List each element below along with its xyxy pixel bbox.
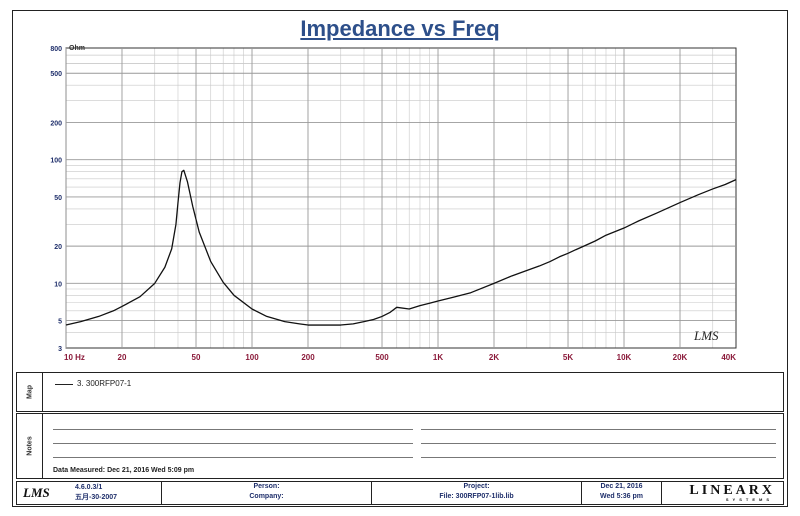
chart-frame (12, 10, 788, 507)
x-tick-label: 10K (617, 353, 632, 362)
x-tick-label: 2K (489, 353, 499, 362)
x-tick-label: 200 (301, 353, 315, 362)
person-label: Person: (253, 483, 280, 490)
y-tick-label: 500 (50, 71, 62, 78)
y-tick-label: 20 (54, 244, 62, 251)
x-tick-label: 1K (433, 353, 443, 362)
version: 4.6.0.3/1 (75, 484, 103, 491)
x-tick-label: 20K (673, 353, 688, 362)
x-tick-label: 100 (245, 353, 259, 362)
notes-line (53, 443, 413, 444)
footer-project-cell: Project: File: 300RFP07-1lib.lib (372, 482, 582, 504)
x-tick-label: 20 (118, 353, 127, 362)
lms-logo: LMS (23, 485, 50, 500)
footer-date-cell: Dec 21, 2016 Wed 5:36 pm (582, 482, 662, 504)
major-grid (65, 47, 737, 349)
linearx-subtitle: SYSTEMS (725, 497, 773, 502)
impedance-curve (65, 169, 737, 326)
y-tick-label: 800 (50, 46, 62, 53)
notes-label: Notes (26, 436, 33, 456)
tick-labels: 10 Hz 20 50 100 200 500 1K 2K 5K 10K 20K 40K 3 5 10 20 5… (50, 46, 736, 362)
x-tick-label: 500 (375, 353, 389, 362)
data-measured: Data Measured: Dec 21, 2016 Wed 5:09 pm (53, 467, 195, 474)
notes-line (421, 457, 776, 458)
footer-bar: LMS 4.6.0.3/1 五月-30-2007 Person: Company… (16, 481, 784, 505)
x-tick-label: 10 Hz (64, 353, 85, 362)
footer-person-cell: Person: Company: (162, 482, 372, 504)
company-label: Company: (249, 493, 284, 500)
y-axis-label: Ohm (69, 45, 85, 52)
chart-title: Impedance vs Freq (300, 16, 500, 41)
version-date: 五月-30-2007 (75, 494, 118, 501)
x-tick-label: 40K (721, 353, 736, 362)
y-tick-label: 50 (54, 195, 62, 202)
y-tick-label: 5 (58, 319, 62, 326)
lms-watermark: LMS (693, 328, 719, 343)
y-tick-label: 3 (58, 346, 62, 353)
y-tick-label: 10 (54, 281, 62, 288)
legend-swatch (55, 384, 73, 385)
footer-version-cell: LMS 4.6.0.3/1 五月-30-2007 (17, 482, 162, 504)
y-tick-label: 200 (50, 120, 62, 127)
notes-panel: Notes Data Measured: Dec 21, 2016 Wed 5:… (16, 413, 784, 479)
notes-side-label: Notes (17, 414, 43, 478)
x-tick-label: 50 (192, 353, 201, 362)
linearx-logo: LINEARX (689, 483, 775, 498)
footer-date: Dec 21, 2016 (600, 483, 643, 490)
minor-grid (66, 47, 737, 349)
map-side-label: Map (17, 373, 43, 411)
series-group (65, 169, 737, 326)
notes-line (421, 429, 776, 430)
plot-border (65, 47, 737, 349)
footer-day-time: Wed 5:36 pm (599, 493, 644, 500)
chart-area: 10 Hz 20 50 100 200 500 1K 2K 5K 10K 20K 40K 3 5 10 20 5… (16, 44, 784, 366)
y-tick-label: 100 (50, 158, 62, 165)
file-label: File: 300RFP07-1lib.lib (439, 493, 514, 500)
x-tick-label: 5K (563, 353, 573, 362)
notes-line (53, 457, 413, 458)
project-label: Project: (463, 483, 490, 490)
map-panel: Map 3. 300RFP07-1 (16, 372, 784, 412)
impedance-chart: 10 Hz 20 50 100 200 500 1K 2K 5K 10K 20K 40K 3 5 10 20 5… (50, 45, 737, 362)
map-label: Map (26, 385, 33, 399)
notes-line (421, 443, 776, 444)
legend-entry[interactable]: 3. 300RFP07-1 (77, 379, 132, 388)
notes-line (53, 429, 413, 430)
